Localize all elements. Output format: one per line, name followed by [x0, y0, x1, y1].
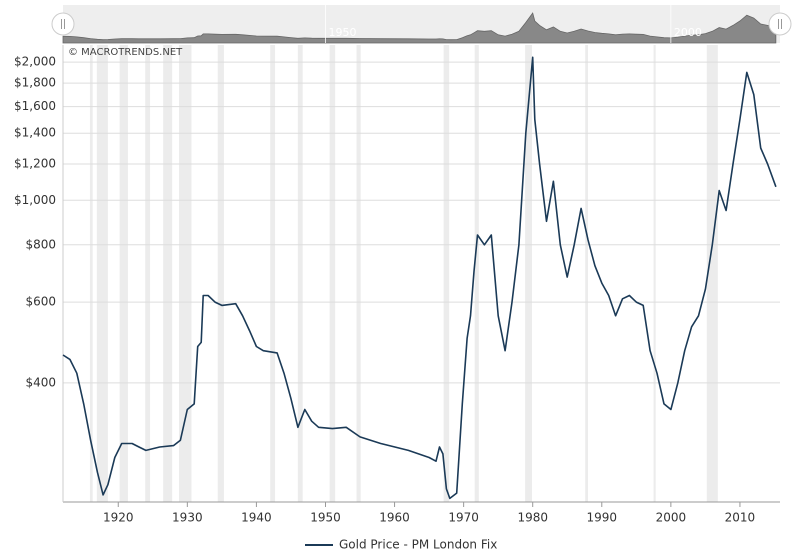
y-tick-label: $1,000 — [14, 193, 56, 207]
y-tick-label: $1,800 — [14, 76, 56, 90]
watermark: © MACROTRENDS.NET — [68, 47, 183, 58]
shaded-range — [89, 45, 93, 502]
y-tick-label: $1,200 — [14, 156, 56, 170]
x-tick-label: 1990 — [587, 511, 618, 525]
x-tick-label: 1930 — [172, 511, 203, 525]
y-tick-label: $400 — [25, 375, 56, 389]
x-tick-label: 1960 — [379, 511, 410, 525]
shaded-range — [297, 45, 303, 502]
shaded-range — [443, 45, 450, 502]
shaded-ranges — [89, 45, 718, 502]
shaded-range — [270, 45, 276, 502]
shaded-range — [329, 45, 336, 502]
shaded-range — [474, 45, 479, 502]
x-tick-label: 1940 — [241, 511, 272, 525]
navigator-handle[interactable] — [51, 12, 75, 36]
shaded-range — [179, 45, 192, 502]
shaded-range — [217, 45, 224, 502]
handle-circle — [51, 12, 75, 36]
handle-circle — [768, 12, 792, 36]
shaded-range — [585, 45, 588, 502]
shaded-range — [96, 45, 108, 502]
x-tick-label: 1970 — [448, 511, 479, 525]
series-line — [62, 56, 777, 500]
x-tick-label: 1980 — [517, 511, 548, 525]
shaded-range — [356, 45, 361, 502]
shaded-range — [653, 45, 656, 502]
navigator: 1950 2000 — [51, 5, 792, 44]
navigator-area — [62, 12, 777, 44]
y-tick-label: $1,400 — [14, 126, 56, 140]
x-tick-label: 1950 — [310, 511, 341, 525]
shaded-range — [119, 45, 128, 502]
y-tick-label: $600 — [25, 295, 56, 309]
x-tick-label: 2010 — [725, 511, 756, 525]
shaded-range — [706, 45, 718, 502]
shaded-range — [163, 45, 173, 502]
legend-label: Gold Price - PM London Fix — [339, 538, 497, 552]
plot — [62, 56, 777, 500]
navigator-bg — [63, 5, 780, 43]
x-tick-label: 1920 — [103, 511, 134, 525]
legend[interactable]: Gold Price - PM London Fix — [305, 538, 497, 552]
shaded-range — [145, 45, 151, 502]
navigator-label: 1950 — [328, 26, 356, 39]
x-tick-label: 2000 — [656, 511, 687, 525]
shaded-range — [525, 45, 533, 502]
y-tick-label: $1,600 — [14, 99, 56, 113]
y-tick-label: $800 — [25, 237, 56, 251]
navigator-handle[interactable] — [768, 12, 792, 36]
navigator-label: 2000 — [674, 26, 702, 39]
grid: $400 $600 $800 $1,000 $1,200 $1,400 $1,600 $1,8… — [14, 45, 780, 525]
y-tick-label: $2,000 — [14, 55, 56, 69]
